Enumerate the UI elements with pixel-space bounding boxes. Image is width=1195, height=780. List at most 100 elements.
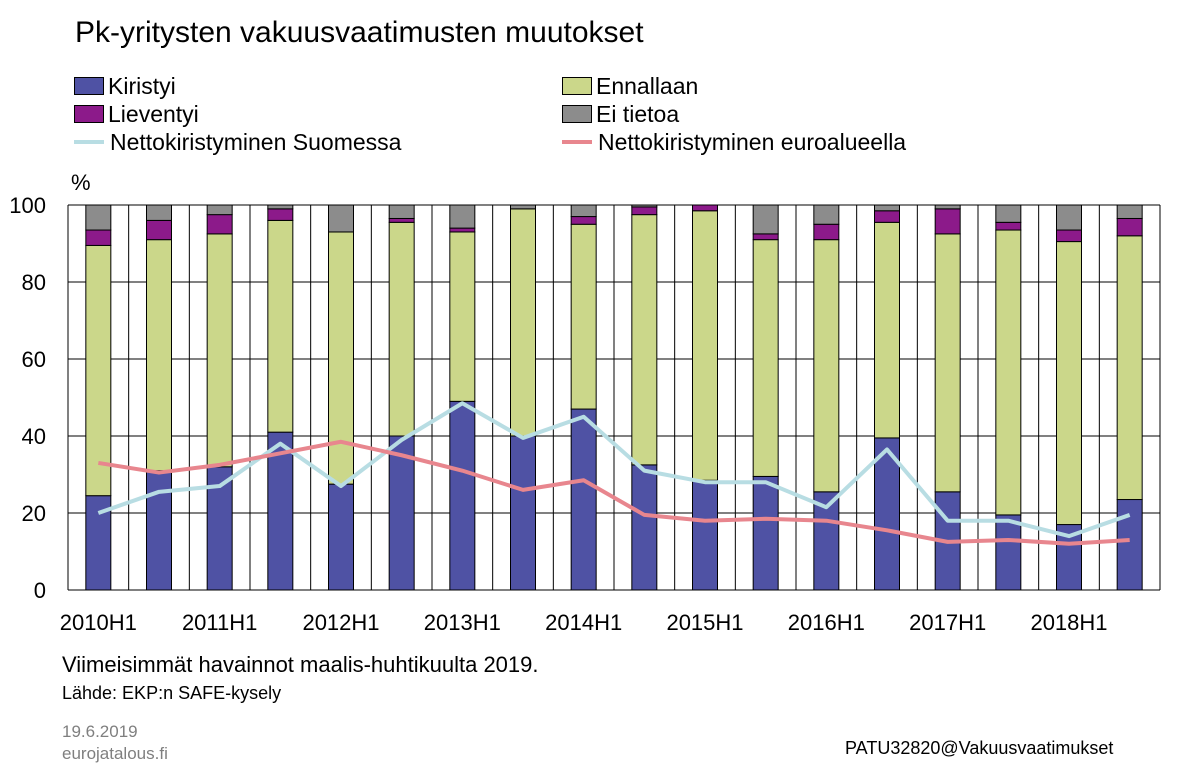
legend-label: Ei tietoa: [596, 100, 680, 127]
bar-segment: [328, 483, 354, 591]
legend-label: Ennallaan: [596, 72, 699, 99]
legend-label: Lieventyi: [108, 100, 199, 127]
legend-swatch: [562, 105, 592, 123]
bar-segment: [934, 208, 961, 235]
bar-segment: [510, 435, 536, 591]
x-tick-label: 2016H1: [788, 610, 865, 635]
series-line: [97, 401, 1131, 539]
y-tick-label: 20: [22, 501, 46, 526]
bar-segment: [85, 229, 112, 246]
bar-segment: [510, 208, 536, 437]
bar-segment: [752, 239, 779, 477]
bar-segment: [934, 204, 961, 210]
publish-date: 19.6.2019: [62, 722, 138, 741]
y-tick-label: 40: [22, 424, 46, 449]
bar-segment: [1056, 241, 1082, 526]
bar-segment: [85, 244, 112, 497]
chart-code: PATU32820@Vakuusvaatimukset: [845, 738, 1114, 758]
chart-title: Pk-yritysten vakuusvaatimusten muutokset: [75, 16, 644, 49]
bar-segment: [1116, 499, 1143, 591]
bar-segment: [692, 210, 718, 481]
bar-segment: [267, 219, 294, 433]
bar-segment: [206, 233, 233, 468]
bar-segment: [206, 204, 233, 216]
bar-segment: [995, 204, 1022, 223]
bar-segment: [570, 216, 597, 225]
bar-segment: [388, 435, 415, 591]
legend-item-netto-suomi: Nettokiristyminen Suomessa: [74, 128, 401, 156]
x-tick-label: 2017H1: [909, 610, 986, 635]
bar-segment: [752, 475, 779, 591]
bar-segment: [1056, 204, 1082, 231]
bar-segment: [631, 204, 658, 208]
bar-segment: [388, 204, 415, 219]
bar-segment: [449, 204, 476, 229]
bar-segment: [934, 233, 961, 493]
bar-segment: [267, 208, 294, 221]
bar-segment: [631, 214, 658, 466]
bar-segment: [328, 231, 354, 485]
x-tick-label: 2015H1: [666, 610, 743, 635]
bar-segment: [449, 400, 476, 591]
legend-item-lieventyi: Lieventyi: [74, 100, 199, 128]
x-tick-label: 2014H1: [545, 610, 622, 635]
bar-segment: [813, 239, 840, 493]
bar-segment: [1056, 229, 1082, 243]
note-source: Lähde: EKP:n SAFE-kysely: [62, 683, 282, 703]
bar-segment: [813, 223, 840, 241]
legend-line: [562, 140, 592, 144]
bar-segment: [570, 223, 597, 410]
bar-segment: [85, 204, 112, 231]
bar-segment: [631, 464, 658, 591]
legend-label: Nettokiristyminen Suomessa: [110, 128, 402, 155]
bar-segment: [449, 231, 476, 402]
bar-segment: [995, 221, 1022, 231]
bar-segment: [449, 227, 476, 233]
bar-segment: [692, 479, 718, 591]
legend-swatch: [74, 105, 104, 123]
bar-segment: [874, 221, 900, 439]
bar-segment: [813, 204, 840, 225]
x-tick-label: 2013H1: [424, 610, 501, 635]
bar-segment: [267, 204, 294, 210]
note-latest-observations: Viimeisimmät havainnot maalis-huhtikuult…: [62, 652, 539, 677]
legend-label: Nettokiristyminen euroalueella: [598, 128, 907, 155]
bar-segment: [328, 204, 354, 233]
x-tick-label: 2012H1: [302, 610, 379, 635]
y-tick-label: 0: [34, 578, 46, 603]
bar-segment: [206, 214, 233, 235]
bar-segment: [692, 204, 718, 212]
bar-segment: [146, 219, 172, 241]
legend-label: Kiristyi: [108, 72, 176, 99]
legend-line: [74, 140, 104, 144]
bar-segment: [1116, 217, 1143, 237]
bar-segment: [146, 239, 172, 472]
bar-segment: [995, 514, 1022, 591]
bar-segment: [510, 204, 536, 210]
bar-segment: [752, 233, 779, 241]
legend-item-netto-euro: Nettokiristyminen euroalueella: [562, 128, 906, 156]
legend-item-kiristyi: Kiristyi: [74, 72, 176, 100]
site-name: eurojatalous.fi: [62, 744, 168, 763]
bar-segment: [1116, 204, 1143, 219]
bar-segment: [631, 206, 658, 216]
bar-segment: [1116, 235, 1143, 501]
bar-segment: [570, 204, 597, 218]
bar-segment: [570, 408, 597, 591]
legend-item-ei-tietoa: Ei tietoa: [562, 100, 679, 128]
bar-segment: [752, 204, 779, 235]
x-tick-label: 2010H1: [60, 610, 137, 635]
x-tick-label: 2011H1: [182, 610, 257, 635]
bar-segment: [146, 470, 172, 591]
bar-segment: [874, 210, 900, 223]
y-tick-label: 100: [9, 193, 46, 218]
series-line: [98, 439, 1130, 546]
bar-segment: [267, 431, 294, 591]
y-axis-unit: %: [71, 170, 91, 195]
legend-swatch: [74, 77, 104, 95]
bar-segment: [995, 229, 1022, 516]
legend-item-ennallaan: Ennallaan: [562, 72, 698, 100]
y-tick-label: 80: [22, 270, 46, 295]
bar-segment: [388, 221, 415, 437]
